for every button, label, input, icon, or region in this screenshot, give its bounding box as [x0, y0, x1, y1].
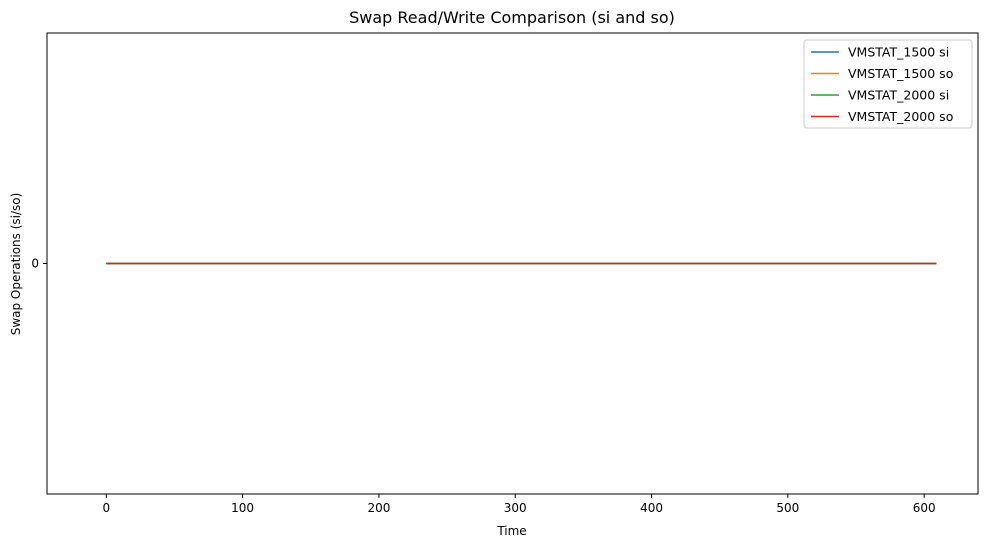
y-axis-ticks: 0 [31, 257, 47, 271]
x-tick-label: 200 [367, 501, 390, 515]
x-tick-label: 500 [776, 501, 799, 515]
legend-label-2: VMSTAT_1500 so [848, 66, 953, 81]
y-axis-label: Swap Operations (si/so) [9, 193, 23, 336]
x-axis-label: Time [496, 524, 526, 538]
x-tick-label: 400 [640, 501, 663, 515]
x-tick-label: 600 [913, 501, 936, 515]
x-tick-label: 0 [102, 501, 110, 515]
legend-label-4: VMSTAT_2000 so [848, 109, 953, 124]
legend-box [803, 39, 973, 129]
legend: VMSTAT_1500 si VMSTAT_1500 so VMSTAT_2000 … [803, 39, 973, 129]
y-tick-label: 0 [31, 257, 39, 271]
legend-label-1: VMSTAT_1500 si [848, 45, 949, 60]
legend-label-3: VMSTAT_2000 si [848, 88, 949, 103]
x-axis-ticks: 0 100 200 300 400 500 600 [102, 494, 936, 515]
x-tick-label: 300 [504, 501, 527, 515]
x-tick-label: 100 [231, 501, 254, 515]
chart-title: Swap Read/Write Comparison (si and so) [349, 8, 675, 27]
